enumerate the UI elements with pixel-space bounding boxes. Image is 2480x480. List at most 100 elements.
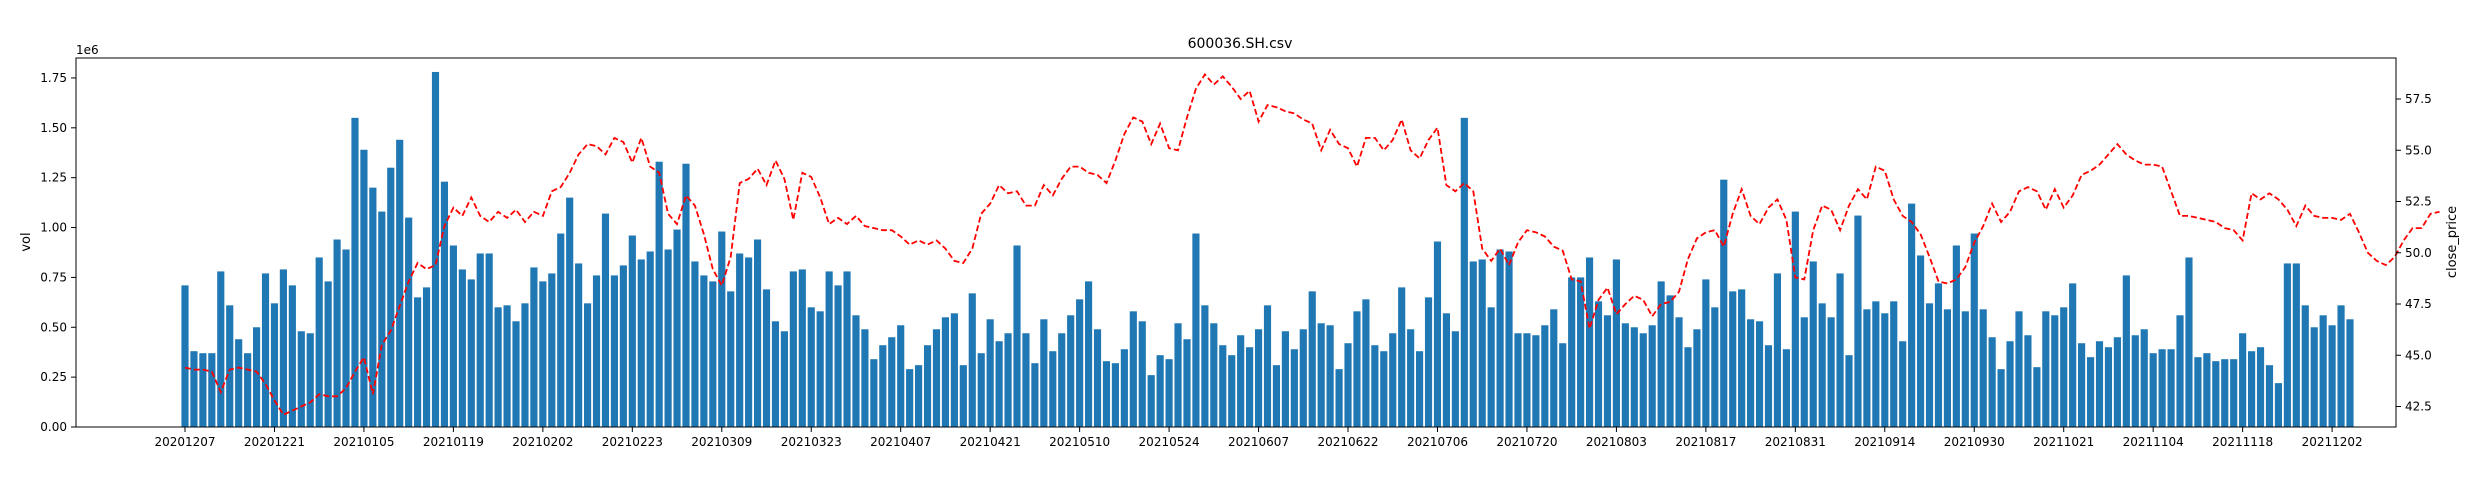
vol-bar <box>1335 369 1343 427</box>
vol-bar <box>1890 301 1898 427</box>
x-tick-label: 20210223 <box>602 435 663 449</box>
vol-bar <box>297 331 305 427</box>
vol-bar <box>387 167 395 427</box>
vol-bar <box>1773 273 1782 427</box>
vol-bar <box>1299 329 1307 427</box>
vol-bar <box>915 365 923 427</box>
vol-bar <box>2212 361 2220 427</box>
vol-bar <box>1004 333 1012 427</box>
vol-bar <box>1084 281 1093 427</box>
left-tick-label: 1.00 <box>40 221 67 235</box>
vol-bar <box>1237 335 1245 427</box>
vol-bar <box>1675 317 1683 427</box>
vol-bar <box>1442 313 1451 427</box>
vol-bar <box>897 325 905 427</box>
vol-bar <box>1031 363 1039 427</box>
vol-bar <box>244 353 252 427</box>
vol-bar <box>431 71 440 428</box>
vol-bar <box>342 249 350 427</box>
left-tick-label: 1.25 <box>40 171 67 185</box>
vol-bar <box>628 235 636 427</box>
vol-bar <box>2069 283 2077 427</box>
vol-bar <box>986 319 994 427</box>
x-tick-label: 20211202 <box>2302 435 2363 449</box>
vol-bar <box>950 313 958 427</box>
vol-bar <box>1093 329 1102 427</box>
x-tick-label: 20211104 <box>2123 435 2184 449</box>
vol-bar <box>369 187 377 427</box>
vol-bar <box>727 291 735 427</box>
vol-bar <box>995 341 1003 427</box>
vol-bar <box>1747 319 1755 427</box>
vol-bar <box>2319 315 2327 427</box>
vol-bar <box>1845 355 1853 427</box>
vol-bar <box>762 289 771 427</box>
vol-bar <box>440 181 449 427</box>
vol-bar <box>888 337 896 427</box>
vol-bar <box>2086 357 2095 427</box>
vol-bar <box>422 287 431 427</box>
x-tick-label: 20210803 <box>1586 435 1647 449</box>
vol-bar <box>1290 349 1298 427</box>
vol-bar <box>879 345 887 427</box>
vol-bar <box>1818 303 1826 427</box>
x-tick-label: 20210706 <box>1407 435 1468 449</box>
vol-bar <box>2221 359 2229 427</box>
vol-bar <box>2203 353 2211 427</box>
vol-bar <box>1281 331 1289 427</box>
x-tick-label: 20210119 <box>423 435 484 449</box>
vol-bar <box>503 305 511 427</box>
x-tick-label: 20210510 <box>1049 435 1110 449</box>
vol-bar <box>1451 331 1459 427</box>
vol-bar <box>1800 317 1808 427</box>
vol-bar <box>1961 311 1969 427</box>
vol-bar <box>199 353 207 427</box>
vol-bar <box>1058 333 1066 427</box>
vol-bar <box>360 149 368 428</box>
vol-bar <box>306 333 314 427</box>
vol-bar <box>655 161 663 427</box>
vol-bar <box>226 305 234 427</box>
vol-bar <box>1630 327 1638 427</box>
vol-bar <box>1228 355 1236 427</box>
x-tick-label: 20210831 <box>1765 435 1826 449</box>
vol-bar <box>1254 329 1263 427</box>
vol-bar <box>2051 315 2059 427</box>
x-axis: 20201207 20201221 20210105 20210119 20210202… <box>154 427 2363 449</box>
x-tick-label: 20210914 <box>1854 435 1915 449</box>
vol-bar <box>1755 321 1764 427</box>
vol-bar <box>1478 259 1486 427</box>
x-tick-label: 20210323 <box>781 435 842 449</box>
vol-bar <box>1711 307 1719 427</box>
x-tick-label: 20210524 <box>1139 435 1200 449</box>
vol-bar <box>753 239 762 427</box>
vol-bar <box>2140 329 2148 427</box>
vol-bar <box>1219 345 1227 427</box>
vol-bar <box>2346 319 2354 427</box>
vol-bar <box>807 307 815 427</box>
x-tick-label: 20211021 <box>2033 435 2094 449</box>
vol-bar <box>1550 309 1558 427</box>
right-tick-label: 42.5 <box>2405 400 2432 414</box>
vol-bar <box>1192 233 1200 427</box>
close-price-line <box>184 72 2440 416</box>
vol-bar <box>512 321 520 427</box>
vol-bar <box>261 273 270 427</box>
vol-bar <box>789 271 797 427</box>
vol-bar <box>2149 353 2157 427</box>
vol-bar <box>1344 343 1352 427</box>
vol-bar <box>530 267 538 427</box>
vol-bar <box>2176 315 2184 427</box>
vol-bar <box>843 271 851 427</box>
vol-bar <box>1398 287 1406 427</box>
vol-bar <box>1827 317 1835 427</box>
vol-bar <box>691 261 699 427</box>
vol-bar <box>1201 305 1209 427</box>
vol-bar <box>977 353 985 427</box>
vol-bar <box>521 303 529 427</box>
vol-bar <box>208 353 216 427</box>
vol-bar <box>1585 257 1594 427</box>
vol-bar <box>2006 341 2014 427</box>
x-tick-label: 20210105 <box>333 435 394 449</box>
vol-bar <box>968 293 976 427</box>
